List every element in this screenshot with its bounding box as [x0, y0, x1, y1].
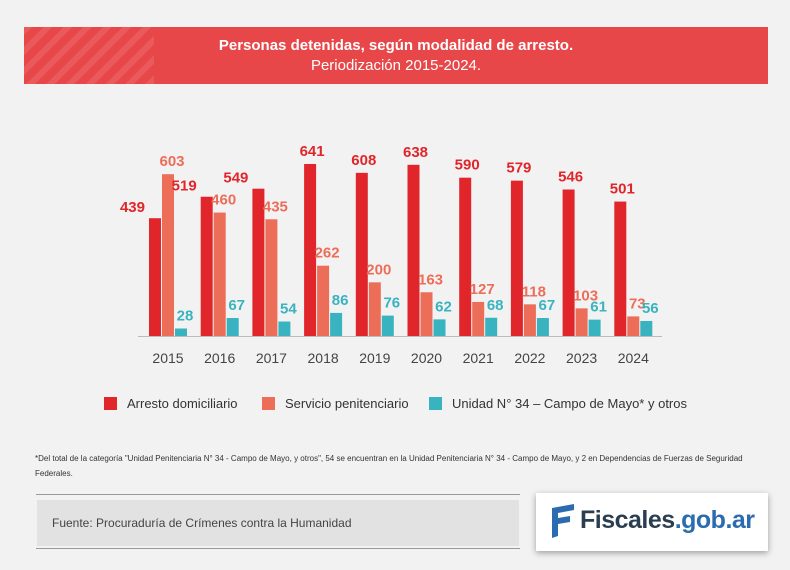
x-tick-label-2015: 2015	[152, 350, 183, 366]
source-box: Fuente: Procuraduría de Crímenes contra …	[37, 500, 519, 546]
data-label-2016-series-2: 67	[228, 297, 245, 314]
divider-top	[36, 494, 520, 495]
data-label-2022-series-1: 118	[522, 283, 546, 300]
bar-2019-series-2	[381, 315, 394, 336]
data-label-2022-series-0: 579	[506, 160, 531, 177]
bar-2023-series-1	[575, 308, 588, 336]
title-banner: Personas detenidas, según modalidad de a…	[24, 27, 768, 84]
bar-2023-series-2	[588, 319, 601, 336]
x-tick-label-2021: 2021	[463, 350, 494, 366]
x-tick-label-2022: 2022	[514, 350, 545, 366]
data-label-2023-series-1: 103	[573, 287, 598, 304]
data-label-2020-series-1: 163	[418, 271, 443, 288]
legend-item-unidad: Unidad N° 34 – Campo de Mayo* y otros	[429, 396, 687, 411]
bar-2017-series-2	[278, 321, 291, 336]
bar-2024-series-1	[627, 316, 640, 336]
bar-2019-series-1	[368, 282, 381, 336]
bar-2015-series-2	[175, 328, 187, 336]
data-label-2016-series-1: 460	[211, 192, 236, 209]
data-label-2020-series-0: 638	[403, 144, 428, 161]
data-label-2015-series-1: 603	[159, 153, 184, 170]
logo-text: Fiscales.gob.ar	[580, 506, 755, 535]
data-label-2015-series-2: 28	[177, 307, 194, 324]
footnote: *Del total de la categoría "Unidad Penit…	[35, 454, 743, 478]
legend-swatch-arresto	[104, 397, 117, 410]
bar-2019-series-0	[355, 172, 368, 336]
bar-2015-series-1	[162, 174, 174, 336]
fiscales-logo[interactable]: Fiscales.gob.ar	[536, 493, 768, 551]
bar-2021-series-2	[485, 317, 498, 336]
chart-subtitle: Periodización 2015-2024.	[310, 57, 482, 74]
bar-2017-series-1	[265, 219, 278, 336]
x-tick-label-2020: 2020	[411, 350, 442, 366]
bar-2018-series-0	[304, 164, 317, 336]
bar-2024-series-0	[614, 201, 627, 336]
data-label-2019-series-2: 76	[383, 295, 400, 312]
legend-item-arresto: Arresto domiciliario	[104, 396, 238, 411]
bar-2018-series-2	[330, 312, 343, 336]
bar-2023-series-0	[562, 189, 575, 336]
source-text: Fuente: Procuraduría de Crímenes contra …	[52, 516, 352, 530]
bar-2020-series-2	[433, 319, 446, 336]
bar-2020-series-1	[420, 292, 433, 336]
x-tick-label-2017: 2017	[256, 350, 287, 366]
legend-label-servicio: Servicio penitenciario	[285, 396, 409, 411]
bar-2016-series-1	[213, 212, 226, 336]
data-label-2020-series-2: 62	[435, 298, 452, 315]
data-label-2018-series-2: 86	[332, 292, 349, 309]
x-tick-label-2024: 2024	[618, 350, 649, 366]
chart-title: Personas detenidas, según modalidad de a…	[218, 37, 574, 54]
data-label-2019-series-0: 608	[351, 152, 376, 169]
data-label-2016-series-0: 519	[172, 178, 197, 195]
bar-2015-series-0	[149, 218, 161, 336]
bar-2022-series-2	[536, 318, 549, 336]
bar-2022-series-0	[510, 180, 523, 336]
bar-2021-series-0	[459, 177, 472, 336]
data-label-2024-series-2: 56	[642, 300, 659, 317]
bar-2020-series-0	[407, 164, 420, 336]
bar-2016-series-0	[200, 196, 213, 336]
logo-domain: .gob.ar	[674, 506, 755, 534]
data-label-2018-series-1: 262	[315, 245, 340, 262]
bar-2018-series-1	[317, 265, 330, 336]
data-label-2022-series-2: 67	[539, 297, 556, 314]
legend-label-unidad: Unidad N° 34 – Campo de Mayo* y otros	[452, 396, 687, 411]
data-label-2017-series-2: 54	[280, 301, 297, 318]
data-label-2024-series-0: 501	[610, 181, 635, 198]
data-label-2017-series-0: 549	[223, 170, 248, 187]
data-label-2017-series-1: 435	[263, 198, 288, 215]
data-label-2024-series-1: 73	[629, 295, 646, 312]
bar-2017-series-0	[252, 188, 265, 336]
data-label-2015-series-0: 439	[120, 199, 145, 216]
legend-swatch-unidad	[429, 397, 442, 410]
data-label-2021-series-0: 590	[455, 157, 480, 174]
flag-logo-icon	[552, 504, 574, 538]
x-tick-label-2016: 2016	[204, 350, 235, 366]
bar-2016-series-2	[226, 318, 239, 336]
divider-bottom	[36, 548, 520, 549]
legend-label-arresto: Arresto domiciliario	[127, 396, 238, 411]
banner-stripes	[24, 27, 154, 84]
logo-name: Fiscales	[580, 506, 675, 534]
legend-item-servicio: Servicio penitenciario	[262, 396, 409, 411]
x-tick-label-2023: 2023	[566, 350, 597, 366]
data-label-2021-series-1: 127	[470, 281, 495, 298]
legend-swatch-servicio	[262, 397, 275, 410]
legend: Arresto domiciliario Servicio penitencia…	[0, 396, 790, 416]
x-tick-label-2018: 2018	[308, 350, 339, 366]
x-tick-label-2019: 2019	[359, 350, 390, 366]
bar-2024-series-2	[640, 320, 653, 336]
bar-chart: 439 603 28 2015 519 460 67 2016 549 435 54 2017 641 2…	[120, 143, 662, 366]
data-label-2019-series-1: 200	[366, 261, 391, 278]
data-label-2021-series-2: 68	[487, 297, 504, 314]
data-label-2023-series-0: 546	[558, 168, 583, 185]
bar-2021-series-1	[472, 301, 485, 336]
bar-2022-series-1	[523, 304, 536, 336]
data-label-2018-series-0: 641	[300, 143, 325, 160]
data-label-2023-series-2: 61	[590, 299, 607, 316]
